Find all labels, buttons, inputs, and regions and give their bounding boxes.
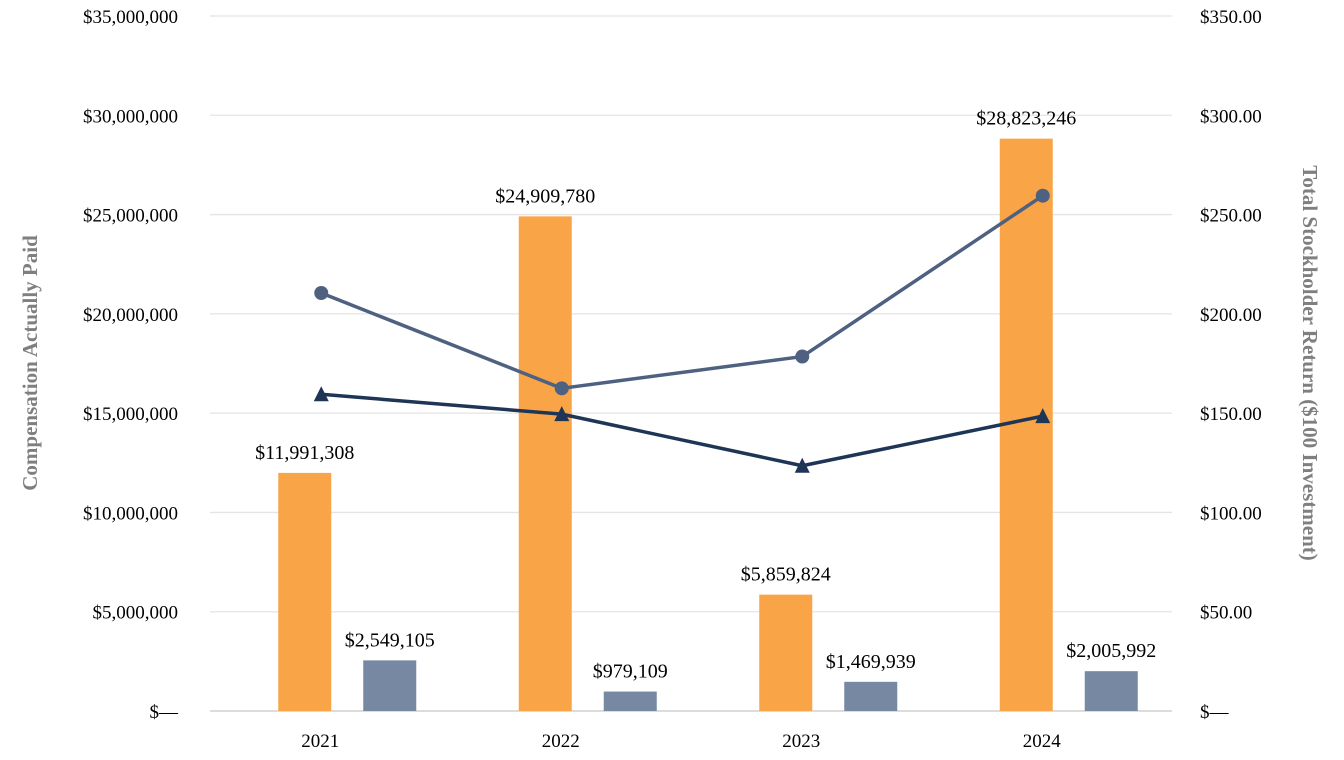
x-tick-label: 2022 <box>542 731 580 752</box>
tsr-line <box>320 194 1044 391</box>
y-tick-label: $35,000,000 <box>83 7 178 28</box>
y2-tick-label: $100.00 <box>1200 503 1262 524</box>
bar <box>363 660 417 711</box>
y2-tick-label: $50.00 <box>1200 603 1252 624</box>
line-point-circle <box>795 349 810 364</box>
bar <box>603 691 657 711</box>
x-tick-label: 2024 <box>1023 731 1062 752</box>
bar <box>518 216 572 711</box>
x-tick-label: 2023 <box>782 731 820 752</box>
line-point-circle <box>314 286 329 301</box>
bar-value-label: $24,909,780 <box>495 185 595 207</box>
y-tick-label: $15,000,000 <box>83 404 178 425</box>
y-tick-label: $10,000,000 <box>83 503 178 524</box>
y-tick-label: $25,000,000 <box>83 206 178 227</box>
y2-axis-ticks: $— $50.00 $100.00 $150.00 $200.00 $250.00 $300… <box>1200 7 1262 723</box>
x-tick-label: 2021 <box>301 731 339 752</box>
y2-tick-label: $300.00 <box>1200 106 1262 127</box>
bar-value-label: $28,823,246 <box>976 108 1076 130</box>
y-tick-label: $— <box>150 702 180 723</box>
line-point-circle <box>554 381 569 396</box>
bar <box>759 594 813 711</box>
bar-value-label: $979,109 <box>593 661 668 683</box>
y2-axis-title: Total Stockholder Return ($100 Investmen… <box>1298 165 1322 561</box>
line-point-triangle <box>794 457 810 473</box>
bar <box>278 472 332 711</box>
x-axis-ticks: 2021 2022 2023 2024 <box>301 731 1061 752</box>
y2-tick-label: $200.00 <box>1200 305 1262 326</box>
line-point-triangle <box>1035 408 1051 424</box>
y-axis-ticks: $— $5,000,000 $10,000,000 $15,000,000 $20,00… <box>83 7 179 723</box>
bar-value-label: $5,859,824 <box>741 564 831 586</box>
data-labels: $11,991,308 $24,909,780 $5,859,824 $28,823,… <box>255 108 1156 683</box>
y-axis-title: Compensation Actually Paid <box>18 235 42 491</box>
y2-tick-label: $250.00 <box>1200 206 1262 227</box>
bar-value-label: $2,549,105 <box>345 629 435 651</box>
bar <box>1084 671 1138 711</box>
y-tick-label: $20,000,000 <box>83 305 178 326</box>
markers <box>313 188 1051 473</box>
bar-value-label: $11,991,308 <box>255 442 354 464</box>
tsr-line <box>321 392 1044 468</box>
y2-tick-label: $350.00 <box>1200 7 1262 28</box>
lines <box>320 194 1044 468</box>
line-point-circle <box>1035 188 1050 203</box>
y2-tick-label: $— <box>1200 702 1230 723</box>
bar-value-label: $2,005,992 <box>1066 640 1156 662</box>
bar <box>844 681 898 711</box>
line-point-triangle <box>313 386 329 402</box>
y-tick-label: $5,000,000 <box>93 603 179 624</box>
line-point-triangle <box>554 406 570 422</box>
y2-tick-label: $150.00 <box>1200 404 1262 425</box>
bar-value-label: $1,469,939 <box>826 651 916 673</box>
y-tick-label: $30,000,000 <box>83 106 178 127</box>
